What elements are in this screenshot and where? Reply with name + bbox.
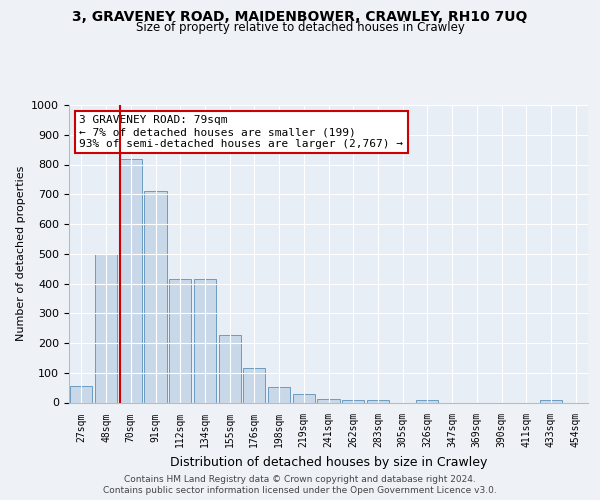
Bar (169, 279, 191, 402)
Bar (416, 400, 439, 402)
Bar (317, 399, 340, 402)
Bar (119, 158, 142, 402)
Text: Contains HM Land Registry data © Crown copyright and database right 2024.: Contains HM Land Registry data © Crown c… (124, 475, 476, 484)
Bar (145, 192, 167, 402)
Bar (95, 254, 117, 402)
Bar (243, 368, 265, 402)
Bar (342, 400, 364, 402)
Bar (293, 394, 315, 402)
X-axis label: Distribution of detached houses by size in Crawley: Distribution of detached houses by size … (170, 456, 487, 469)
Bar (218, 334, 241, 402)
Bar (70, 386, 92, 402)
Text: 3, GRAVENEY ROAD, MAIDENBOWER, CRAWLEY, RH10 7UQ: 3, GRAVENEY ROAD, MAIDENBOWER, CRAWLEY, … (73, 10, 527, 24)
Y-axis label: Number of detached properties: Number of detached properties (16, 166, 26, 342)
Text: 3 GRAVENEY ROAD: 79sqm
← 7% of detached houses are smaller (199)
93% of semi-det: 3 GRAVENEY ROAD: 79sqm ← 7% of detached … (79, 116, 403, 148)
Bar (540, 400, 562, 402)
Bar (268, 386, 290, 402)
Text: Contains public sector information licensed under the Open Government Licence v3: Contains public sector information licen… (103, 486, 497, 495)
Bar (367, 400, 389, 402)
Text: Size of property relative to detached houses in Crawley: Size of property relative to detached ho… (136, 21, 464, 34)
Bar (194, 279, 216, 402)
